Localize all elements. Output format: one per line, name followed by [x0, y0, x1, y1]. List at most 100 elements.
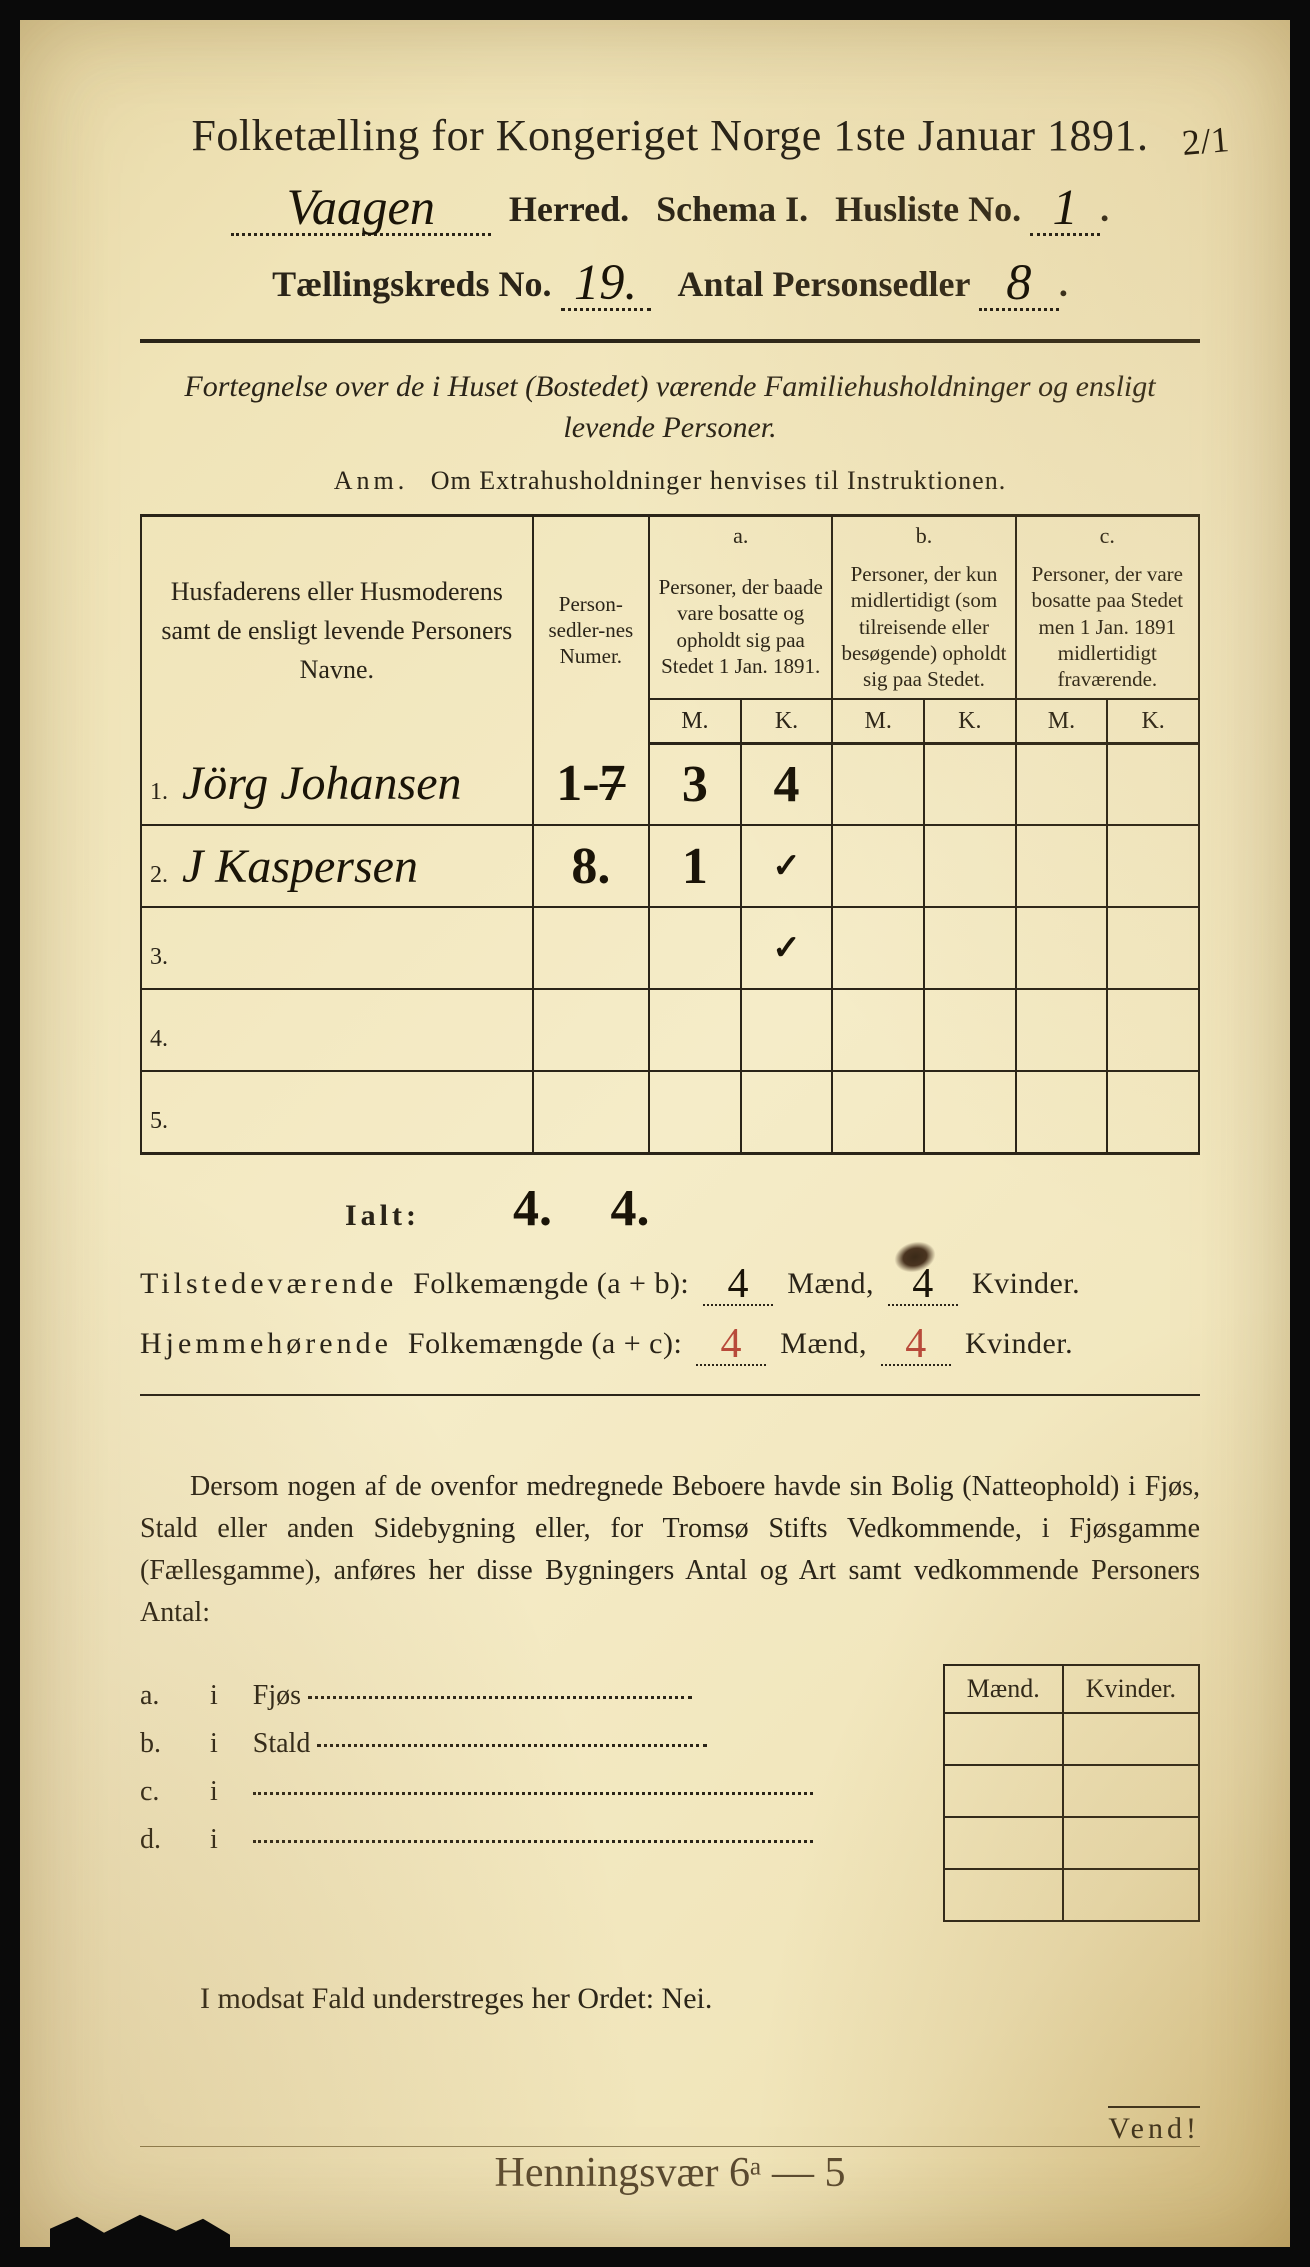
mk-cell	[1016, 743, 1108, 825]
bldg-cell	[944, 1817, 1063, 1869]
husliste-value: 1	[1053, 178, 1078, 236]
kreds-value: 19.	[574, 253, 637, 311]
ialt-k: 4.	[585, 1179, 675, 1238]
name-cell: 5.	[141, 1071, 533, 1153]
mk-cell	[924, 907, 1016, 989]
building-mk-table: Mænd. Kvinder.	[943, 1664, 1200, 1922]
col-a-desc: Personer, der baade vare bosatte og opho…	[649, 555, 832, 699]
name-cell: 4.	[141, 989, 533, 1071]
name-cell: 2.J Kaspersen	[141, 825, 533, 907]
final-instruction: I modsat Fald understreges her Ordet: Ne…	[200, 1982, 1200, 2016]
bldg-kvinder-header: Kvinder.	[1063, 1665, 1199, 1713]
building-section: a. i Fjøs b. i Stald c. i d. i Mænd. Kvi…	[140, 1664, 1200, 1922]
table-row: 5.	[141, 1071, 1199, 1153]
building-row: d. i	[140, 1824, 923, 1856]
mk-cell: 4	[741, 743, 833, 825]
col-a-k: K.	[741, 699, 833, 743]
household-table: Husfaderens eller Husmoderens samt de en…	[140, 514, 1200, 1155]
col-b-m: M.	[832, 699, 924, 743]
col-c-k: K.	[1107, 699, 1199, 743]
herred-field: Vaagen	[231, 175, 491, 236]
resident-formula: Folkemængde (a + c):	[408, 1327, 682, 1360]
bottom-handwriting: Henningsvær 6ᵃ — 5	[140, 2146, 1200, 2197]
mk-cell	[1107, 743, 1199, 825]
divider-icon	[140, 339, 1200, 343]
table-row: 2.J Kaspersen8.1✓	[141, 825, 1199, 907]
schema-label: Schema I.	[656, 189, 808, 229]
mk-cell	[1107, 825, 1199, 907]
col-c-desc: Personer, der vare bosatte paa Stedet me…	[1016, 555, 1199, 699]
census-form-page: Folketælling for Kongeriget Norge 1ste J…	[20, 20, 1290, 2247]
table-row: 4.	[141, 989, 1199, 1071]
table-row: 3. ✓	[141, 907, 1199, 989]
kreds-label: Tællingskreds No.	[272, 264, 551, 304]
summary-resident: Hjemmehørende Folkemængde (a + c): 4 Mæn…	[140, 1316, 1200, 1366]
col-a-label: a.	[649, 516, 832, 556]
mk-cell	[924, 825, 1016, 907]
vend-label: Vend!	[1108, 2106, 1200, 2146]
building-list: a. i Fjøs b. i Stald c. i d. i	[140, 1664, 923, 1922]
mk-cell	[832, 825, 924, 907]
ialt-label: Ialt:	[140, 1199, 480, 1233]
bldg-cell	[1063, 1765, 1199, 1817]
bldg-cell	[944, 1713, 1063, 1765]
kvinder-label2: Kvinder.	[965, 1327, 1073, 1360]
numer-cell	[533, 1071, 649, 1153]
resident-k: 4	[905, 1321, 927, 1367]
mk-cell	[832, 907, 924, 989]
bldg-maend-header: Mænd.	[944, 1665, 1063, 1713]
numer-cell: 1-7	[533, 743, 649, 825]
col-b-desc: Personer, der kun midlertidigt (som tilr…	[832, 555, 1015, 699]
ialt-m: 4.	[488, 1179, 578, 1238]
resident-m-field: 4	[696, 1316, 766, 1366]
summary-present: Tilstedeværende Folkemængde (a + b): 4 M…	[140, 1256, 1200, 1306]
bldg-cell	[1063, 1817, 1199, 1869]
mk-cell	[832, 989, 924, 1071]
col-b-label: b.	[832, 516, 1015, 556]
mk-cell	[1107, 907, 1199, 989]
building-row: c. i	[140, 1776, 923, 1808]
herred-value: Vaagen	[287, 178, 435, 236]
col-b-k: K.	[924, 699, 1016, 743]
building-row: b. i Stald	[140, 1728, 923, 1760]
bldg-cell	[944, 1765, 1063, 1817]
maend-label2: Mænd,	[780, 1327, 867, 1360]
mk-cell	[924, 1071, 1016, 1153]
title-text: Folketælling for Kongeriget Norge 1ste J…	[191, 111, 1148, 160]
col-c-m: M.	[1016, 699, 1108, 743]
mk-cell: 3	[649, 743, 741, 825]
col-a-m: M.	[649, 699, 741, 743]
kreds-field: 19.	[561, 250, 651, 311]
kvinder-label: Kvinder.	[972, 1267, 1080, 1300]
bldg-cell	[944, 1869, 1063, 1921]
herred-label: Herred.	[509, 189, 629, 229]
mk-cell	[924, 989, 1016, 1071]
resident-k-field: 4	[881, 1316, 951, 1366]
mk-cell	[1107, 1071, 1199, 1153]
col-names: Husfaderens eller Husmoderens samt de en…	[141, 516, 533, 744]
present-label: Tilstedeværende	[140, 1267, 397, 1300]
header-line-2: Tællingskreds No. 19. Antal Personsedler…	[140, 250, 1200, 311]
mk-cell	[741, 1071, 833, 1153]
mk-cell	[741, 989, 833, 1071]
numer-cell	[533, 907, 649, 989]
numer-cell: 8.	[533, 825, 649, 907]
anm-label: Anm.	[334, 466, 409, 495]
antall-value: 8	[1006, 253, 1031, 311]
resident-m: 4	[721, 1321, 743, 1367]
building-paragraph: Dersom nogen af de ovenfor medregnede Be…	[140, 1466, 1200, 1634]
mk-cell	[832, 743, 924, 825]
anm-text: Om Extrahusholdninger henvises til Instr…	[431, 466, 1006, 495]
building-row: a. i Fjøs	[140, 1680, 923, 1712]
name-cell: 3.	[141, 907, 533, 989]
mk-cell: ✓	[741, 907, 833, 989]
col-numer: Person-sedler-nes Numer.	[533, 516, 649, 744]
table-row: 1.Jörg Johansen1-734	[141, 743, 1199, 825]
divider-icon	[140, 1394, 1200, 1396]
husliste-field: 1	[1030, 175, 1100, 236]
mk-cell	[649, 989, 741, 1071]
numer-cell	[533, 989, 649, 1071]
antall-field: 8	[979, 250, 1059, 311]
name-cell: 1.Jörg Johansen	[141, 743, 533, 825]
resident-label: Hjemmehørende	[140, 1327, 392, 1360]
